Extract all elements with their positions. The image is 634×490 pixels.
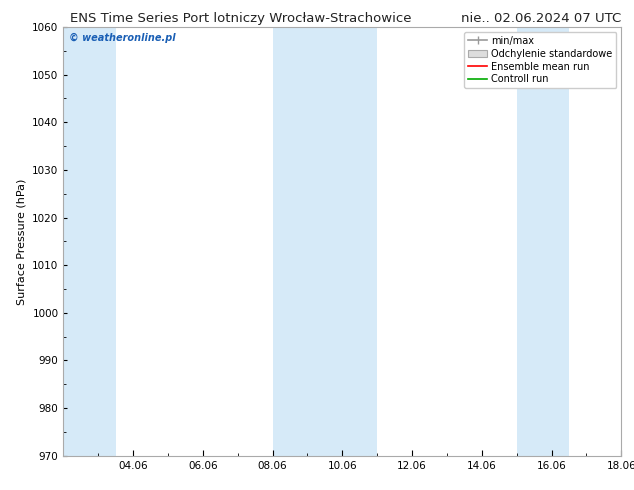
Text: nie.. 02.06.2024 07 UTC: nie.. 02.06.2024 07 UTC	[461, 12, 621, 25]
Bar	[273, 27, 342, 456]
Legend: min/max, Odchylenie standardowe, Ensemble mean run, Controll run: min/max, Odchylenie standardowe, Ensembl…	[464, 32, 616, 88]
Text: ENS Time Series Port lotniczy Wrocław-Strachowice: ENS Time Series Port lotniczy Wrocław-St…	[70, 12, 411, 25]
Y-axis label: Surface Pressure (hPa): Surface Pressure (hPa)	[16, 178, 27, 304]
Bar	[517, 27, 569, 456]
Bar	[342, 27, 377, 456]
Text: © weatheronline.pl: © weatheronline.pl	[69, 33, 176, 44]
Bar	[63, 27, 115, 456]
